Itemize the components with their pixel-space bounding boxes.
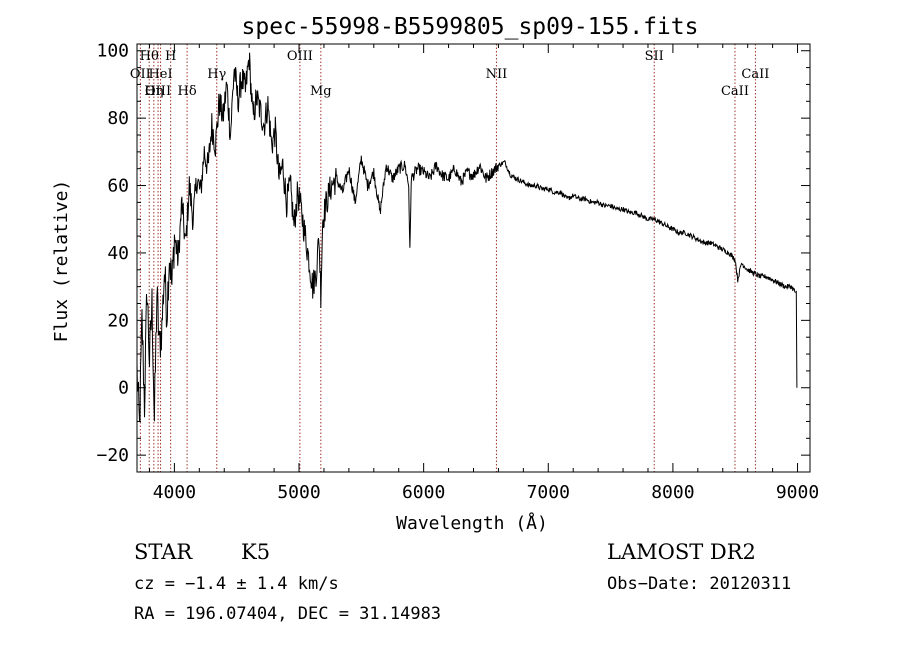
obs-date-text: Obs−Date: 20120311 <box>607 574 791 594</box>
spectral-line-label: Hδ <box>178 84 197 99</box>
coords-text: RA = 196.07404, DEC = 31.14983 <box>134 604 441 624</box>
spectral-line-label: HeI <box>148 67 172 82</box>
spectral-line-label: SII <box>645 49 664 64</box>
spectral-line-label: OIII <box>287 49 313 64</box>
spectral-line-markers <box>139 44 756 472</box>
y-axis-ticks: −20 0 20 40 60 80 100 <box>96 41 810 466</box>
y-tick-label: −20 <box>96 445 129 466</box>
spectral-line-label: Hη <box>144 84 163 99</box>
object-class: STAR <box>134 540 193 564</box>
spectral-line-label: Hγ <box>207 67 226 82</box>
spectral-line-label: Hθ <box>140 49 159 64</box>
spectral-line-label: Mg <box>310 84 332 99</box>
spectral-line-label: NII <box>486 67 508 82</box>
spectral-line-label: CaII <box>741 67 769 82</box>
survey-name: LAMOST DR2 <box>607 540 756 564</box>
redshift-text: cz = −1.4 ± 1.4 km/s <box>134 574 339 594</box>
spectral-line-label: CaII <box>721 84 749 99</box>
y-tick-label: 80 <box>107 108 129 129</box>
chart-title: spec-55998-B5599805_sp09-155.fits <box>242 14 699 40</box>
x-tick-label: 9000 <box>776 482 819 503</box>
y-tick-label: 40 <box>107 243 129 264</box>
y-tick-label: 100 <box>96 41 129 62</box>
y-tick-label: 60 <box>107 176 129 197</box>
x-tick-label: 7000 <box>527 482 570 503</box>
object-subclass: K5 <box>241 540 270 564</box>
x-tick-label: 5000 <box>277 482 320 503</box>
spectral-line-label: OII <box>130 67 151 82</box>
spectrum-line <box>136 52 798 423</box>
y-tick-label: 0 <box>118 378 129 399</box>
y-axis-label: Flux (relative) <box>51 180 72 343</box>
x-axis-ticks: 4000 5000 6000 7000 8000 9000 <box>148 44 819 503</box>
x-tick-label: 4000 <box>153 482 196 503</box>
spectral-line-label: OIII <box>145 84 171 99</box>
spectral-line-label: H <box>165 49 176 64</box>
x-tick-label: 6000 <box>402 482 445 503</box>
y-tick-label: 20 <box>107 310 129 331</box>
x-axis-label: Wavelength (Å) <box>396 512 548 534</box>
x-tick-label: 8000 <box>651 482 694 503</box>
